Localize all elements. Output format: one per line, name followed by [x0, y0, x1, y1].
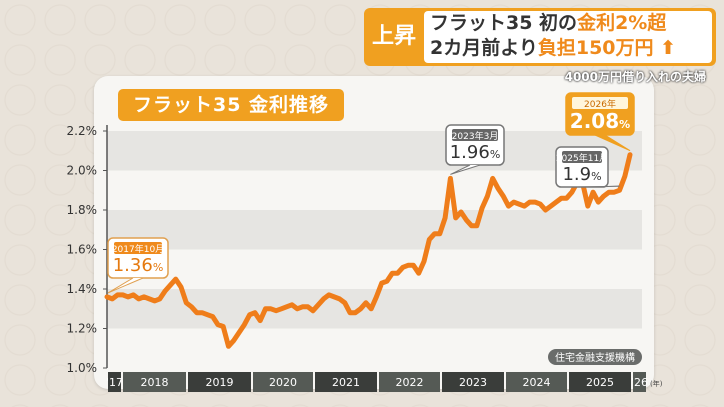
x-year-band [188, 372, 251, 392]
y-tick-label: 1.8% [67, 203, 98, 217]
x-tick-label: 2025 [586, 376, 614, 389]
headline-line1-b: 金利2%超 [577, 12, 667, 34]
x-tick-label: 2021 [332, 376, 360, 389]
headline-banner: 上昇 フラット35 初の金利2%超 2カ月前より負担150万円 ⬆ [364, 8, 716, 66]
annotation-date: 2023年3月 [452, 130, 499, 142]
callout-pointer [576, 185, 620, 188]
x-tick-label: 2020 [269, 376, 297, 389]
x-unit-label: (年) [650, 379, 663, 388]
annotation-date-bg [562, 151, 602, 163]
x-tick-label: 2024 [523, 376, 551, 389]
headline-line2-a: 2カ月前より [430, 37, 538, 59]
headline-line1-a: フラット35 初の [430, 12, 578, 34]
x-year-band [569, 372, 631, 392]
annotation-value: 1.36% [113, 255, 164, 276]
x-year-band [108, 372, 121, 392]
x-tick-label: '26 [631, 376, 648, 389]
x-year-band [315, 372, 377, 392]
x-year-band [442, 372, 504, 392]
grid-band [107, 131, 642, 171]
headline-subtitle: 4000万円借り入れの夫婦 [564, 70, 706, 84]
annotation-value: 1.96% [450, 142, 501, 163]
headline-text: フラット35 初の金利2%超 2カ月前より負担150万円 ⬆ [424, 11, 712, 63]
headline-line2-b: 負担150万円 [537, 37, 654, 59]
x-year-band [506, 372, 567, 392]
annotation-date-bg [572, 97, 628, 109]
callout-pointer [594, 134, 631, 152]
annotation-date-bg [114, 242, 162, 254]
annotation-date: 2017年10月 [112, 243, 164, 255]
annotation-value: 1.9% [562, 164, 601, 185]
annotation-date: 2026年 [584, 98, 616, 110]
headline-tag: 上昇 [371, 24, 416, 49]
chart-title: フラット35 金利推移 [118, 89, 344, 121]
x-year-band [379, 372, 440, 392]
source-pill [548, 349, 642, 365]
x-tick-label: 2019 [206, 376, 234, 389]
annotation-date: 2025年11月 [556, 152, 608, 164]
callout-pointer [107, 277, 144, 294]
x-tick-label: 2023 [459, 376, 487, 389]
x-year-band [123, 372, 186, 392]
x-tick-label: '17 [106, 376, 123, 389]
y-tick-label: 2.0% [67, 164, 98, 178]
x-year-band [633, 372, 646, 392]
x-tick-label: 2022 [396, 376, 424, 389]
x-tick-label: 2018 [141, 376, 169, 389]
grid-band [107, 210, 642, 250]
callout-pointer [450, 164, 481, 175]
y-tick-label: 2.2% [67, 124, 98, 138]
y-tick-label: 1.4% [67, 282, 98, 296]
annotation-date-bg [452, 129, 498, 141]
source-label: 住宅金融支援機構 [555, 351, 635, 364]
up-arrow-icon: ⬆ [653, 37, 677, 59]
x-year-band [253, 372, 313, 392]
series-line [104, 152, 633, 349]
y-tick-label: 1.2% [67, 322, 98, 336]
y-tick-label: 1.0% [67, 361, 98, 375]
y-tick-label: 1.6% [67, 243, 98, 257]
annotation-value: 2.08% [570, 109, 630, 133]
